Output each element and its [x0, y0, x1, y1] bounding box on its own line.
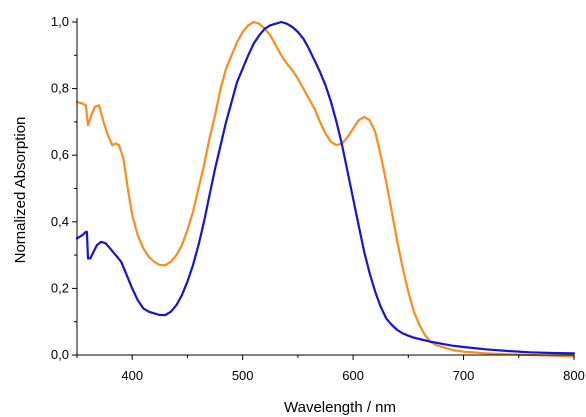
y-tick-label: 0,0 — [51, 347, 69, 362]
series-line-0 — [75, 20, 576, 358]
y-tick-label: 0,8 — [51, 81, 69, 96]
series-group — [75, 20, 576, 358]
y-axis-title: Nornalized Absorption — [12, 117, 29, 264]
x-axis-title: Wavelength / nm — [284, 399, 396, 416]
y-tick-label: 0,4 — [51, 214, 69, 229]
x-tick-label: 800 — [563, 368, 585, 383]
series-line-1 — [75, 20, 576, 355]
x-tick-label: 600 — [342, 368, 364, 383]
y-tick-label: 0,2 — [51, 280, 69, 295]
x-tick-label: 500 — [232, 368, 254, 383]
y-tick-label: 1,0 — [51, 14, 69, 29]
y-tick-label: 0,6 — [51, 147, 69, 162]
x-tick-label: 700 — [453, 368, 475, 383]
axes-group: 400 500 600 700 800 0,0 0,2 0,4 0,6 0,8 1,0 — [51, 14, 585, 383]
x-tick-label: 400 — [121, 368, 143, 383]
